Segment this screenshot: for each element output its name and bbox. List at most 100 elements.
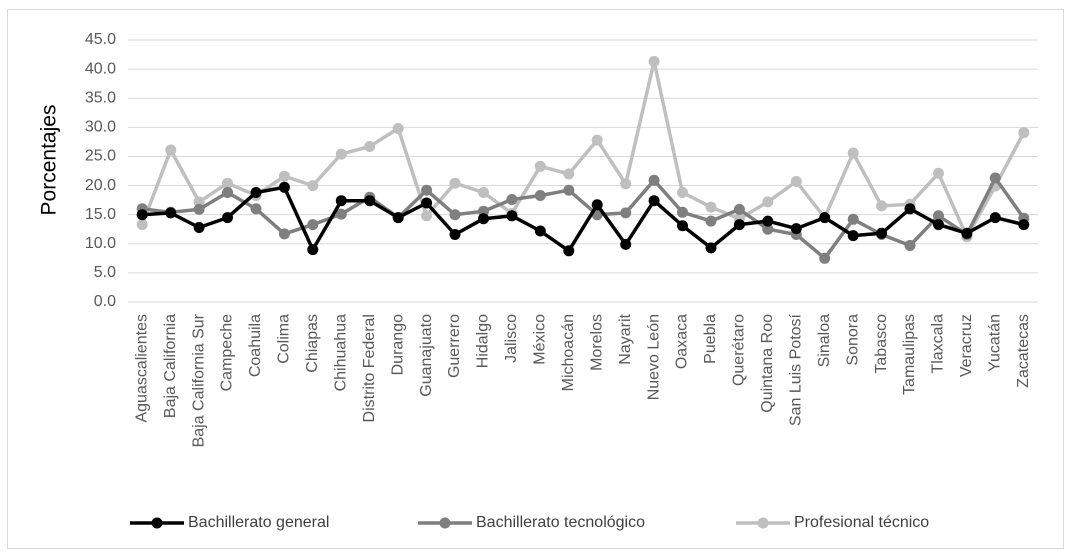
y-tick-label: 15.0 bbox=[85, 206, 116, 223]
data-point bbox=[762, 223, 774, 235]
data-point bbox=[165, 207, 177, 219]
data-point bbox=[506, 210, 518, 222]
data-point bbox=[364, 195, 376, 207]
x-tick-label: Distrito Federal bbox=[361, 314, 378, 422]
data-point bbox=[307, 219, 319, 231]
data-point bbox=[762, 215, 774, 227]
x-tick-label: Baja California bbox=[162, 314, 179, 418]
data-point bbox=[392, 212, 404, 224]
x-tick-label: Oaxaca bbox=[674, 314, 691, 369]
x-tick-label: Sinaloa bbox=[816, 314, 833, 367]
data-point bbox=[790, 176, 802, 187]
data-point bbox=[620, 238, 632, 250]
data-point bbox=[193, 203, 205, 215]
data-point bbox=[449, 177, 461, 189]
x-tick-label: Guanajuato bbox=[418, 314, 435, 397]
data-point bbox=[193, 222, 205, 233]
y-axis-label: Porcentajes bbox=[38, 105, 61, 216]
x-tick-label: Nayarit bbox=[617, 313, 634, 364]
legend-label: Bachillerato general bbox=[188, 514, 329, 531]
data-point bbox=[762, 196, 774, 208]
series-group bbox=[136, 56, 1030, 264]
data-point bbox=[876, 227, 888, 239]
data-point bbox=[847, 213, 859, 225]
data-point bbox=[478, 187, 489, 198]
x-tick-label: Puebla bbox=[702, 314, 719, 364]
data-point bbox=[392, 123, 404, 134]
chart-frame: Porcentajes 0.0 5.0 10.0 15.0 20.0 25.0 30.0 35… bbox=[7, 9, 1064, 549]
data-point bbox=[563, 184, 575, 196]
data-point bbox=[563, 245, 575, 257]
data-point bbox=[933, 210, 944, 222]
data-point bbox=[136, 219, 148, 231]
data-point bbox=[876, 200, 888, 212]
x-tick-labels: Aguascalientes Baja California Baja Califo… bbox=[133, 313, 1032, 447]
data-point bbox=[591, 199, 603, 211]
x-tick-label: Baja California Sur bbox=[190, 313, 207, 447]
legend-label: Bachillerato tecnológico bbox=[476, 514, 645, 531]
x-tick-label: Tlaxcala bbox=[930, 314, 947, 374]
data-point bbox=[933, 219, 944, 231]
data-point bbox=[278, 228, 290, 240]
y-tick-label: 0.0 bbox=[94, 293, 116, 310]
data-point bbox=[591, 134, 603, 146]
data-point bbox=[165, 144, 177, 156]
data-point bbox=[278, 170, 290, 182]
data-point bbox=[733, 203, 745, 215]
data-point bbox=[307, 180, 319, 192]
legend-marker bbox=[151, 517, 163, 529]
x-tick-label: Tabasco bbox=[873, 314, 890, 374]
x-tick-label: Veracruz bbox=[958, 314, 975, 377]
x-tick-label: Coahuila bbox=[247, 314, 264, 377]
y-tick-label: 5.0 bbox=[94, 264, 116, 281]
data-point bbox=[620, 207, 632, 219]
data-point bbox=[222, 177, 233, 189]
data-point bbox=[222, 187, 233, 198]
data-point bbox=[677, 220, 688, 232]
data-point bbox=[847, 230, 859, 242]
x-tick-label: México bbox=[532, 314, 549, 365]
data-point bbox=[534, 160, 546, 172]
data-point bbox=[421, 197, 433, 209]
y-tick-label: 10.0 bbox=[85, 235, 116, 252]
legend: Bachillerato general Bachillerato tecnoló… bbox=[130, 514, 929, 531]
data-point bbox=[250, 187, 262, 198]
data-point bbox=[421, 184, 433, 196]
data-point bbox=[278, 181, 290, 193]
data-point bbox=[989, 172, 1001, 184]
x-tick-label: Morelos bbox=[588, 314, 605, 371]
legend-entry-0: Bachillerato general bbox=[130, 514, 329, 531]
data-point bbox=[648, 174, 660, 186]
data-point bbox=[705, 215, 717, 227]
data-point bbox=[620, 178, 632, 190]
y-tick-labels: 0.0 5.0 10.0 15.0 20.0 25.0 30.0 35.0 40.0 45.0 bbox=[85, 31, 116, 310]
data-point bbox=[648, 195, 660, 207]
legend-entry-1: Bachillerato tecnológico bbox=[418, 514, 645, 531]
data-point bbox=[534, 225, 546, 237]
data-point bbox=[222, 212, 233, 224]
data-point bbox=[648, 56, 660, 67]
y-tick-label: 20.0 bbox=[85, 177, 116, 194]
x-tick-label: Quintana Roo bbox=[759, 314, 776, 413]
x-tick-label: Yucatán bbox=[987, 314, 1004, 372]
legend-entry-2: Profesional técnico bbox=[736, 514, 929, 531]
legend-marker bbox=[757, 517, 769, 529]
x-tick-label: San Luis Potosí bbox=[788, 313, 805, 426]
x-tick-label: Guerrero bbox=[446, 314, 463, 378]
x-tick-label: Sonora bbox=[844, 314, 861, 366]
data-point bbox=[449, 229, 461, 240]
data-point bbox=[705, 201, 717, 213]
data-point bbox=[449, 209, 461, 221]
x-tick-label: Hidalgo bbox=[475, 314, 492, 368]
x-tick-label: Chihuahua bbox=[333, 314, 350, 392]
data-point bbox=[534, 190, 546, 201]
data-point bbox=[1018, 219, 1030, 231]
series-line bbox=[142, 185, 1025, 253]
x-tick-label: Colima bbox=[276, 314, 293, 364]
x-tick-label: Tamaulipas bbox=[901, 314, 918, 395]
data-point bbox=[421, 210, 433, 222]
gridlines bbox=[128, 39, 1038, 303]
line-chart: Porcentajes 0.0 5.0 10.0 15.0 20.0 25.0 30.0 35… bbox=[38, 31, 1038, 531]
data-point bbox=[677, 206, 688, 218]
data-point bbox=[904, 240, 916, 251]
